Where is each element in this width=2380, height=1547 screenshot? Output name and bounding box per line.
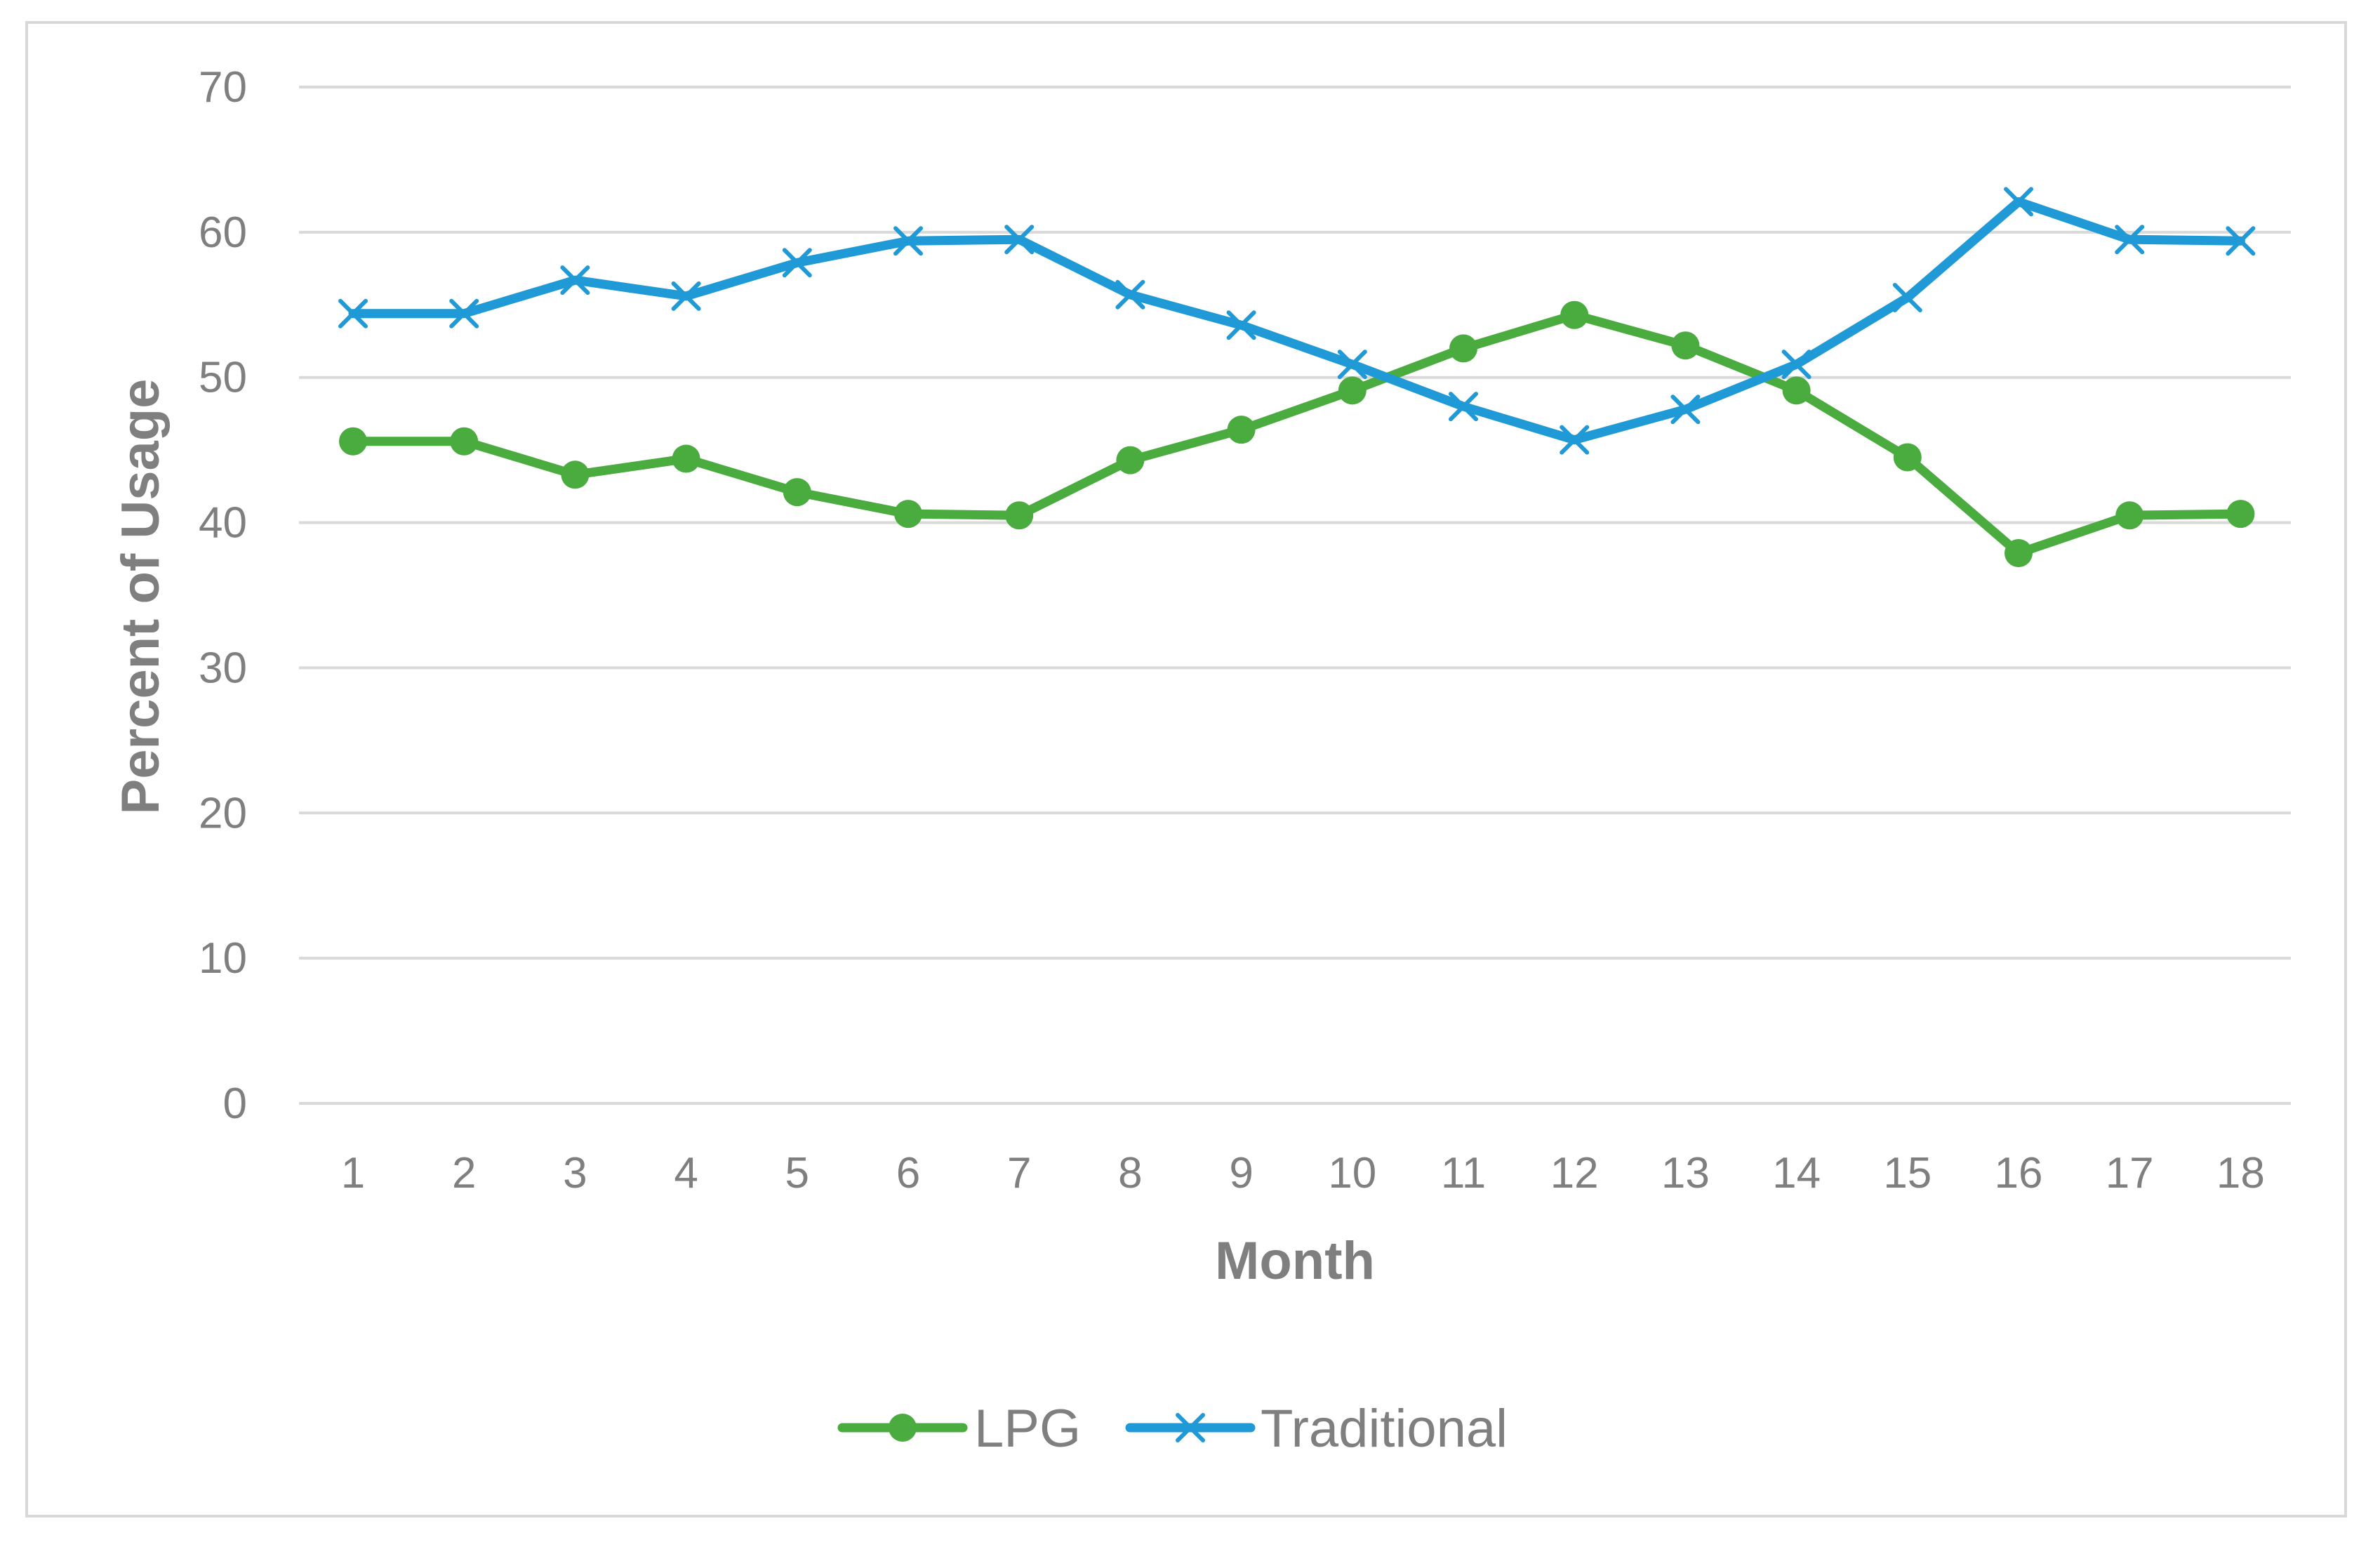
data-point-lpg	[2226, 500, 2255, 529]
data-point-lpg	[1449, 334, 1477, 363]
x-tick-label: 5	[785, 1149, 809, 1197]
series-lpg	[339, 300, 2255, 568]
data-point-traditional	[1449, 392, 1478, 422]
data-point-lpg	[783, 478, 811, 507]
series-line-traditional	[348, 197, 2245, 445]
data-point-traditional	[893, 226, 923, 256]
x-tick-label: 9	[1229, 1149, 1253, 1197]
data-point-lpg	[1227, 416, 1256, 444]
x-tick-label: 15	[1883, 1149, 1932, 1197]
x-tick-label: 16	[1995, 1149, 2043, 1197]
x-tick-label: 1	[341, 1149, 365, 1197]
y-axis-title: Percent of Usage	[111, 379, 171, 815]
data-point-traditional	[2004, 187, 2033, 217]
data-point-lpg	[339, 427, 367, 456]
y-tick-label: 0	[223, 1080, 247, 1128]
data-point-lpg	[1338, 376, 1367, 405]
y-tick-label: 40	[199, 499, 247, 547]
legend-marker	[889, 1414, 917, 1442]
data-point-lpg	[1893, 443, 1922, 472]
y-tick-label: 50	[199, 354, 247, 402]
series-line-lpg	[348, 310, 2245, 558]
x-tick-label: 6	[896, 1149, 920, 1197]
y-tick-label: 60	[199, 208, 247, 257]
data-point-traditional	[338, 298, 368, 328]
x-tick-label: 14	[1772, 1149, 1821, 1197]
data-point-traditional	[1892, 282, 1922, 312]
legend-item-traditional: Traditional	[1125, 1399, 1508, 1459]
x-tick-label: 10	[1328, 1149, 1376, 1197]
data-point-lpg	[1671, 331, 1700, 360]
data-point-traditional	[560, 265, 590, 296]
legend-label: LPG	[974, 1399, 1081, 1459]
data-point-traditional	[1337, 350, 1367, 380]
data-point-lpg	[561, 460, 590, 489]
legend-marker	[1176, 1413, 1205, 1442]
data-point-traditional	[2226, 226, 2256, 256]
x-tick-label: 17	[2106, 1149, 2154, 1197]
data-point-traditional	[1560, 425, 1590, 455]
data-point-traditional	[1226, 310, 1256, 340]
data-point-traditional	[1004, 225, 1035, 255]
y-tick-label: 30	[199, 644, 247, 692]
x-axis-title: Month	[1215, 1231, 1375, 1291]
legend: LPG Traditional	[837, 1399, 1508, 1459]
x-tick-label: 18	[2216, 1149, 2265, 1197]
x-tick-label: 7	[1007, 1149, 1031, 1197]
data-point-lpg	[1116, 446, 1145, 474]
data-point-lpg	[1782, 376, 1811, 405]
data-point-lpg	[1560, 300, 1589, 329]
x-tick-label: 13	[1661, 1149, 1710, 1197]
x-tick-label: 4	[674, 1149, 698, 1197]
y-axis-ticks: 0 10 20 30 40 50 60 70	[199, 63, 247, 1128]
y-tick-label: 70	[199, 63, 247, 112]
data-point-traditional	[449, 298, 479, 328]
legend-label: Traditional	[1261, 1399, 1508, 1459]
y-tick-label: 10	[199, 934, 247, 983]
gridlines	[299, 86, 2291, 1105]
x-tick-label: 3	[563, 1149, 587, 1197]
x-tick-label: 11	[1441, 1149, 1486, 1197]
x-axis-ticks: 1 2 3 4 5 6 7 8 9 10 11 12 13 14 15 16 17 18	[341, 1149, 2265, 1197]
y-tick-label: 20	[199, 789, 247, 837]
data-point-traditional	[2115, 225, 2145, 255]
series-traditional	[338, 187, 2256, 455]
data-point-lpg	[1005, 501, 1034, 530]
data-point-traditional	[671, 281, 701, 311]
data-point-traditional	[1781, 350, 1811, 380]
data-point-lpg	[894, 500, 922, 529]
series-group	[338, 187, 2256, 568]
data-point-lpg	[2005, 539, 2033, 568]
legend-item-lpg: LPG	[837, 1399, 1081, 1459]
data-point-lpg	[672, 444, 700, 473]
data-point-lpg	[2115, 501, 2144, 530]
x-tick-label: 8	[1118, 1149, 1142, 1197]
x-tick-label: 2	[452, 1149, 476, 1197]
data-point-traditional	[782, 248, 812, 278]
data-point-traditional	[1670, 394, 1701, 425]
x-tick-label: 12	[1550, 1149, 1599, 1197]
data-point-lpg	[450, 427, 479, 456]
data-point-traditional	[1115, 279, 1145, 310]
chart-frame	[25, 21, 2347, 1518]
